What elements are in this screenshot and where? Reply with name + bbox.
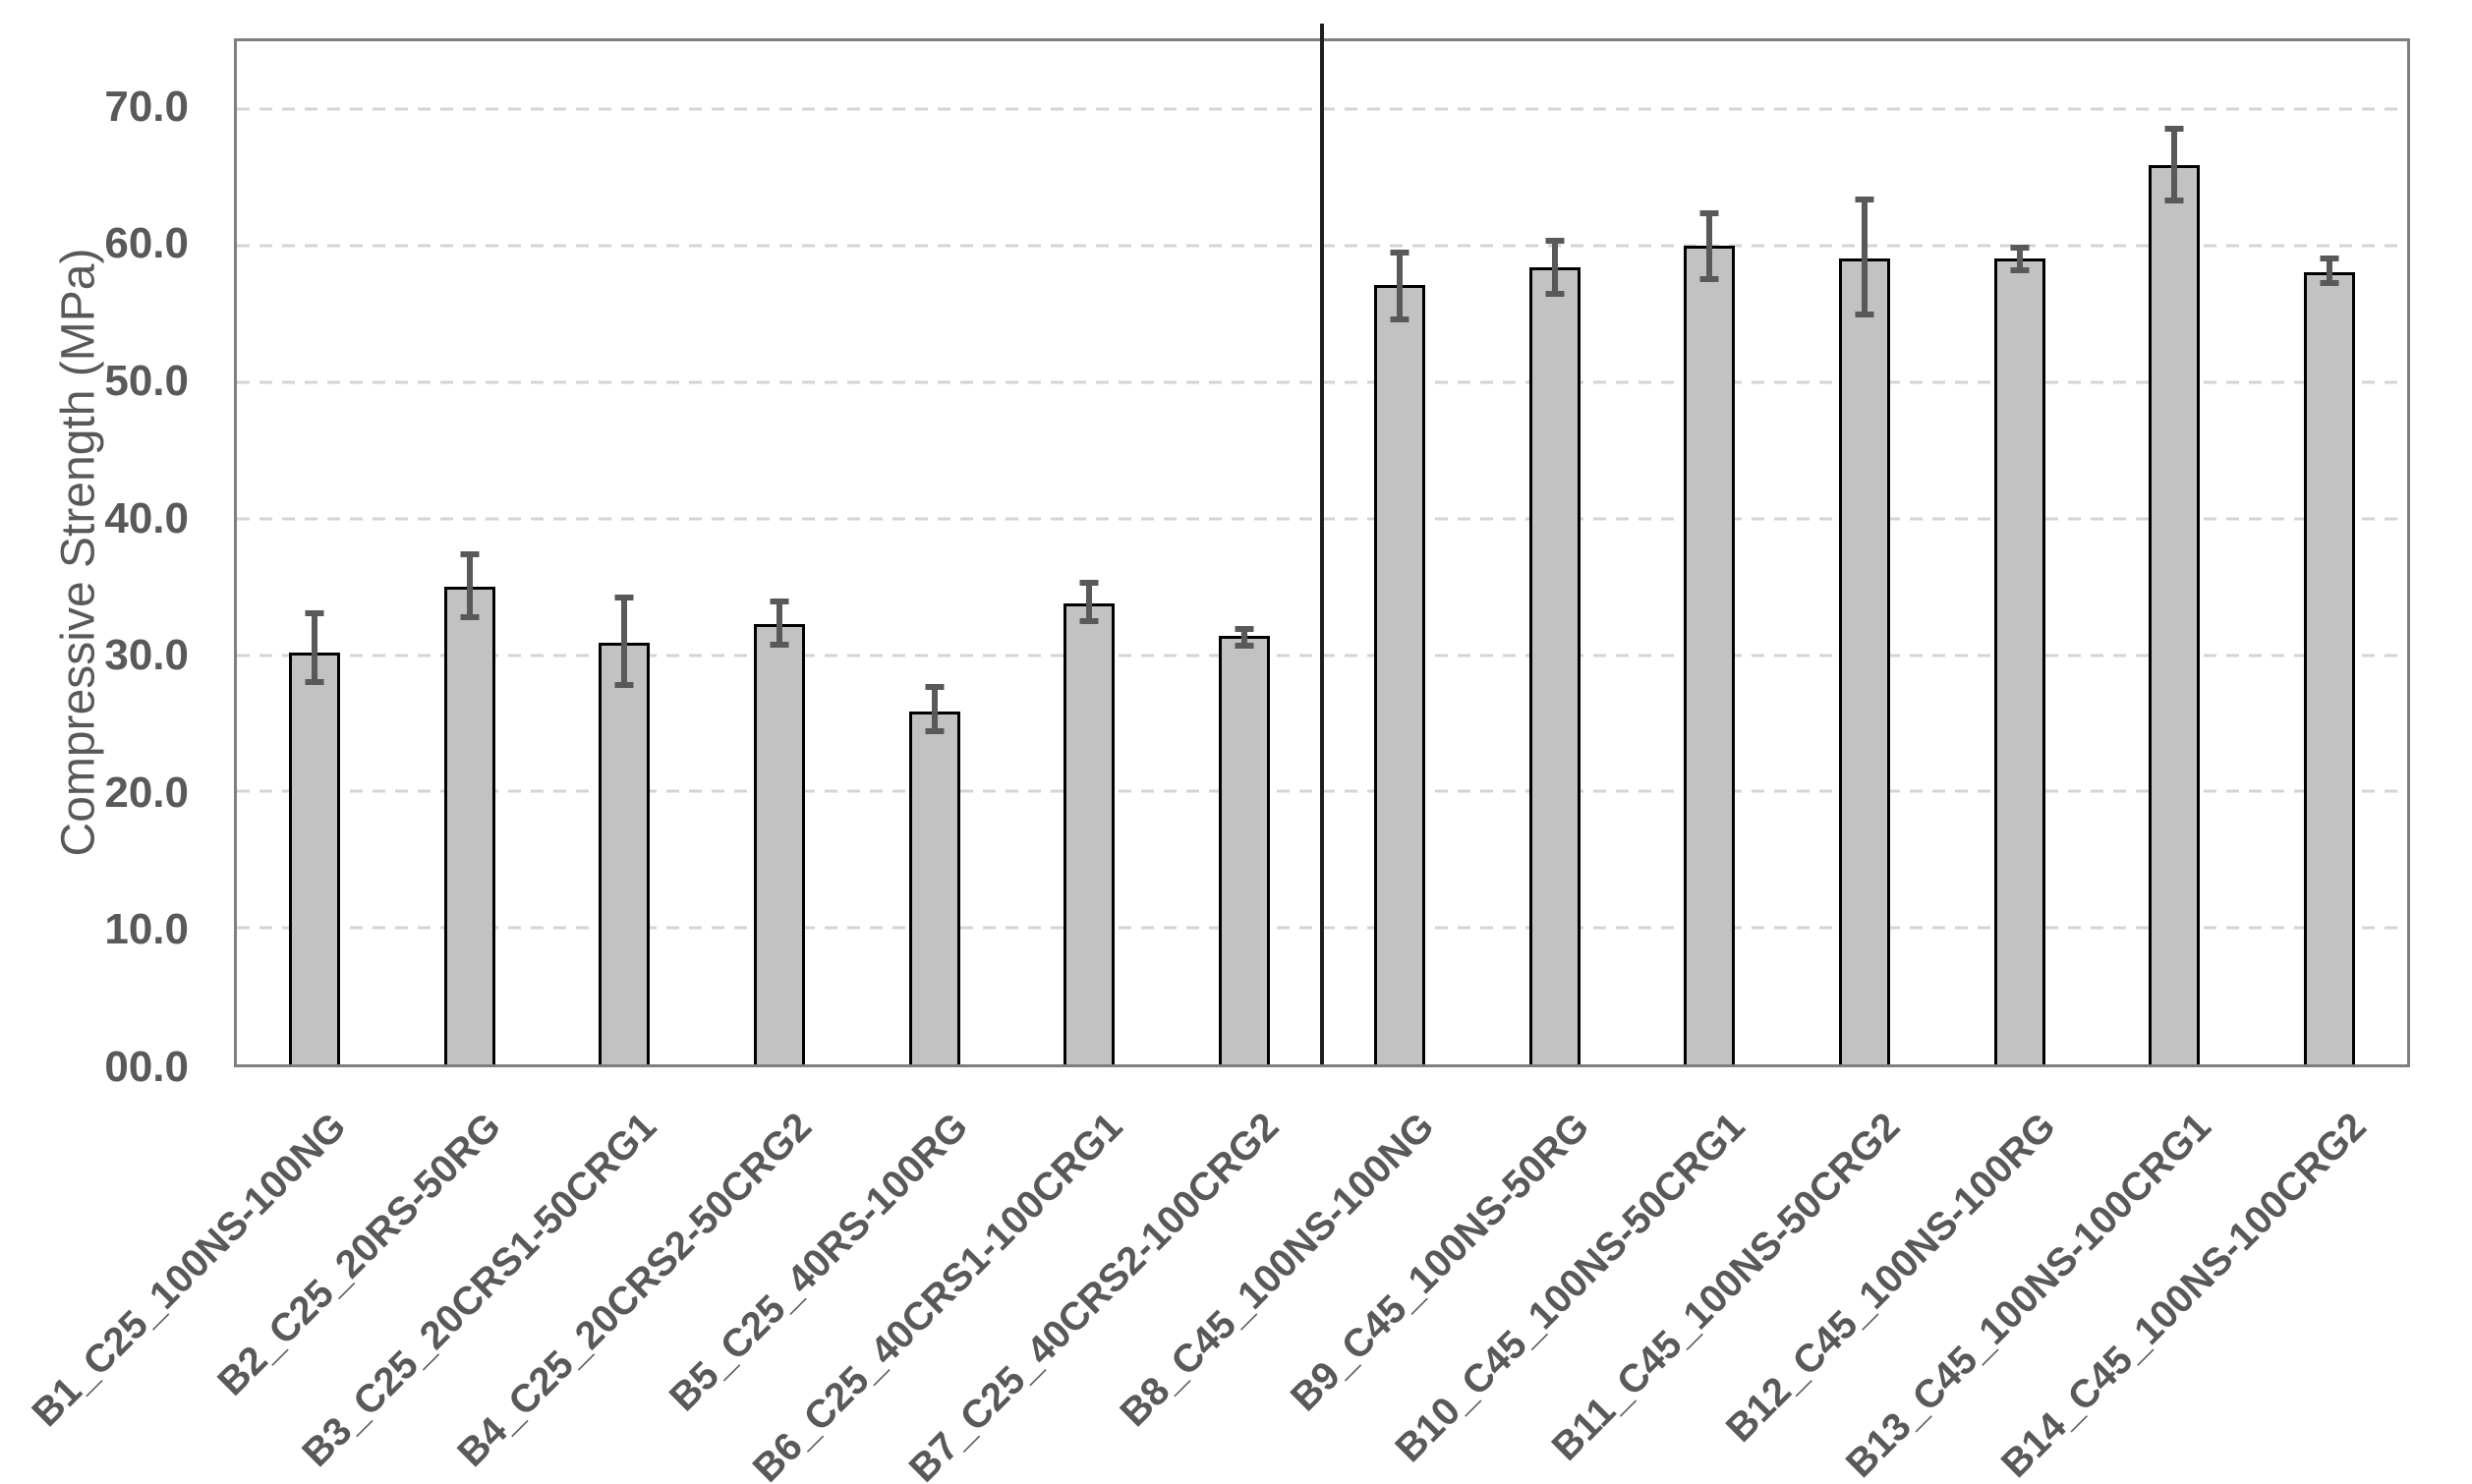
- x-tick-label: B8_C45_100NS-100NG: [1112, 1105, 1443, 1436]
- category-slot: [857, 41, 1012, 1064]
- x-tick-label: B9_C45_100NS-50RG: [1282, 1105, 1598, 1420]
- error-bar-line: [1862, 200, 1868, 314]
- x-tick-label: B5_C25_40RS-100RG: [661, 1105, 976, 1420]
- error-bar-line: [1086, 583, 1093, 621]
- error-bar-cap-bottom: [2010, 267, 2030, 274]
- x-tick-label: B12_C45_100NS-100RG: [1717, 1105, 2064, 1451]
- bar: [1373, 285, 1425, 1064]
- error-bar-cap-bottom: [1390, 316, 1409, 323]
- error-bar-cap-bottom: [305, 679, 324, 686]
- error-bar-cap-top: [2010, 244, 2030, 251]
- error-bar-line: [931, 686, 938, 732]
- error-bar-cap-top: [1855, 197, 1874, 203]
- error-bar-cap-top: [925, 683, 945, 690]
- y-tick-label: 10.0: [104, 905, 189, 954]
- error-bar-cap-bottom: [770, 641, 789, 648]
- y-tick-label: 50.0: [104, 357, 189, 405]
- category-slot: [1477, 41, 1633, 1064]
- bar: [754, 623, 806, 1064]
- error-bar-line: [2327, 257, 2333, 283]
- bar: [288, 652, 340, 1064]
- error-bar-line: [2016, 247, 2023, 271]
- y-tick-label: 60.0: [104, 219, 189, 268]
- bar: [1684, 246, 1736, 1064]
- error-bar-cap-bottom: [1079, 617, 1099, 624]
- category-slot: [1167, 41, 1322, 1064]
- bar: [908, 711, 960, 1064]
- x-tick-label: B2_C25_20RS-50RG: [209, 1105, 510, 1404]
- error-bar-cap-bottom: [1235, 642, 1254, 649]
- error-bar-line: [311, 612, 317, 683]
- error-bar-cap-top: [305, 609, 324, 616]
- category-slot: [1012, 41, 1168, 1064]
- error-bar-line: [1551, 240, 1558, 294]
- bar: [2149, 165, 2201, 1064]
- x-axis-tick-labels: B1_C25_100NS-100NG B2_C25_20RS-50RG B3_C25…: [24, 1105, 2410, 1484]
- error-bar-line: [621, 598, 628, 686]
- error-bar-cap-bottom: [1545, 290, 1565, 297]
- error-bar-cap-bottom: [614, 682, 634, 689]
- category-slot: [2252, 41, 2407, 1064]
- category-slot: [702, 41, 857, 1064]
- error-bar-cap-bottom: [1855, 311, 1874, 317]
- error-bar-cap-top: [1390, 250, 1409, 257]
- category-slot: [392, 41, 547, 1064]
- error-bar-cap-bottom: [1699, 275, 1719, 282]
- error-bar-cap-bottom: [925, 728, 945, 735]
- error-bar-line: [1396, 253, 1403, 320]
- error-bar-line: [2171, 128, 2178, 201]
- bar: [1219, 636, 1271, 1064]
- bars-layer: [237, 41, 2407, 1064]
- error-bar-line: [1241, 629, 1248, 646]
- error-bar-cap-bottom: [460, 613, 480, 620]
- bar: [2304, 271, 2356, 1064]
- y-tick-label: 20.0: [104, 768, 189, 817]
- bar: [1993, 257, 2045, 1064]
- error-bar-line: [466, 553, 473, 617]
- error-bar-cap-top: [770, 599, 789, 605]
- bar: [1064, 602, 1116, 1064]
- y-tick-label: 70.0: [104, 82, 189, 131]
- error-bar-line: [1706, 212, 1713, 279]
- error-bar-cap-top: [1545, 237, 1565, 244]
- error-bar-cap-bottom: [2320, 279, 2339, 286]
- category-slot: [1322, 41, 1477, 1064]
- category-slot: [237, 41, 392, 1064]
- category-slot: [1942, 41, 2098, 1064]
- error-bar-cap-top: [460, 550, 480, 557]
- category-slot: [1632, 41, 1787, 1064]
- category-slot: [2098, 41, 2253, 1064]
- error-bar-cap-top: [1235, 626, 1254, 633]
- error-bar-cap-top: [1079, 580, 1099, 587]
- bar: [443, 587, 495, 1064]
- category-slot: [546, 41, 702, 1064]
- error-bar-cap-top: [1699, 209, 1719, 216]
- error-bar-cap-top: [2320, 255, 2339, 261]
- y-tick-label: 00.0: [104, 1043, 189, 1091]
- error-bar-line: [776, 601, 783, 645]
- y-tick-label: 30.0: [104, 631, 189, 680]
- error-bar-cap-bottom: [2164, 198, 2184, 204]
- y-axis-tick-labels: 00.0 10.0 20.0 30.0 40.0 50.0 60.0 70.0: [0, 0, 189, 1484]
- group-divider-line: [1320, 24, 1324, 1064]
- bar: [599, 643, 651, 1064]
- y-tick-label: 40.0: [104, 493, 189, 542]
- error-bar-cap-top: [614, 595, 634, 601]
- category-slot: [1787, 41, 1942, 1064]
- plot-area: [234, 24, 2410, 1067]
- bar: [1839, 257, 1891, 1064]
- error-bar-cap-top: [2164, 125, 2184, 132]
- bar: [1528, 267, 1581, 1064]
